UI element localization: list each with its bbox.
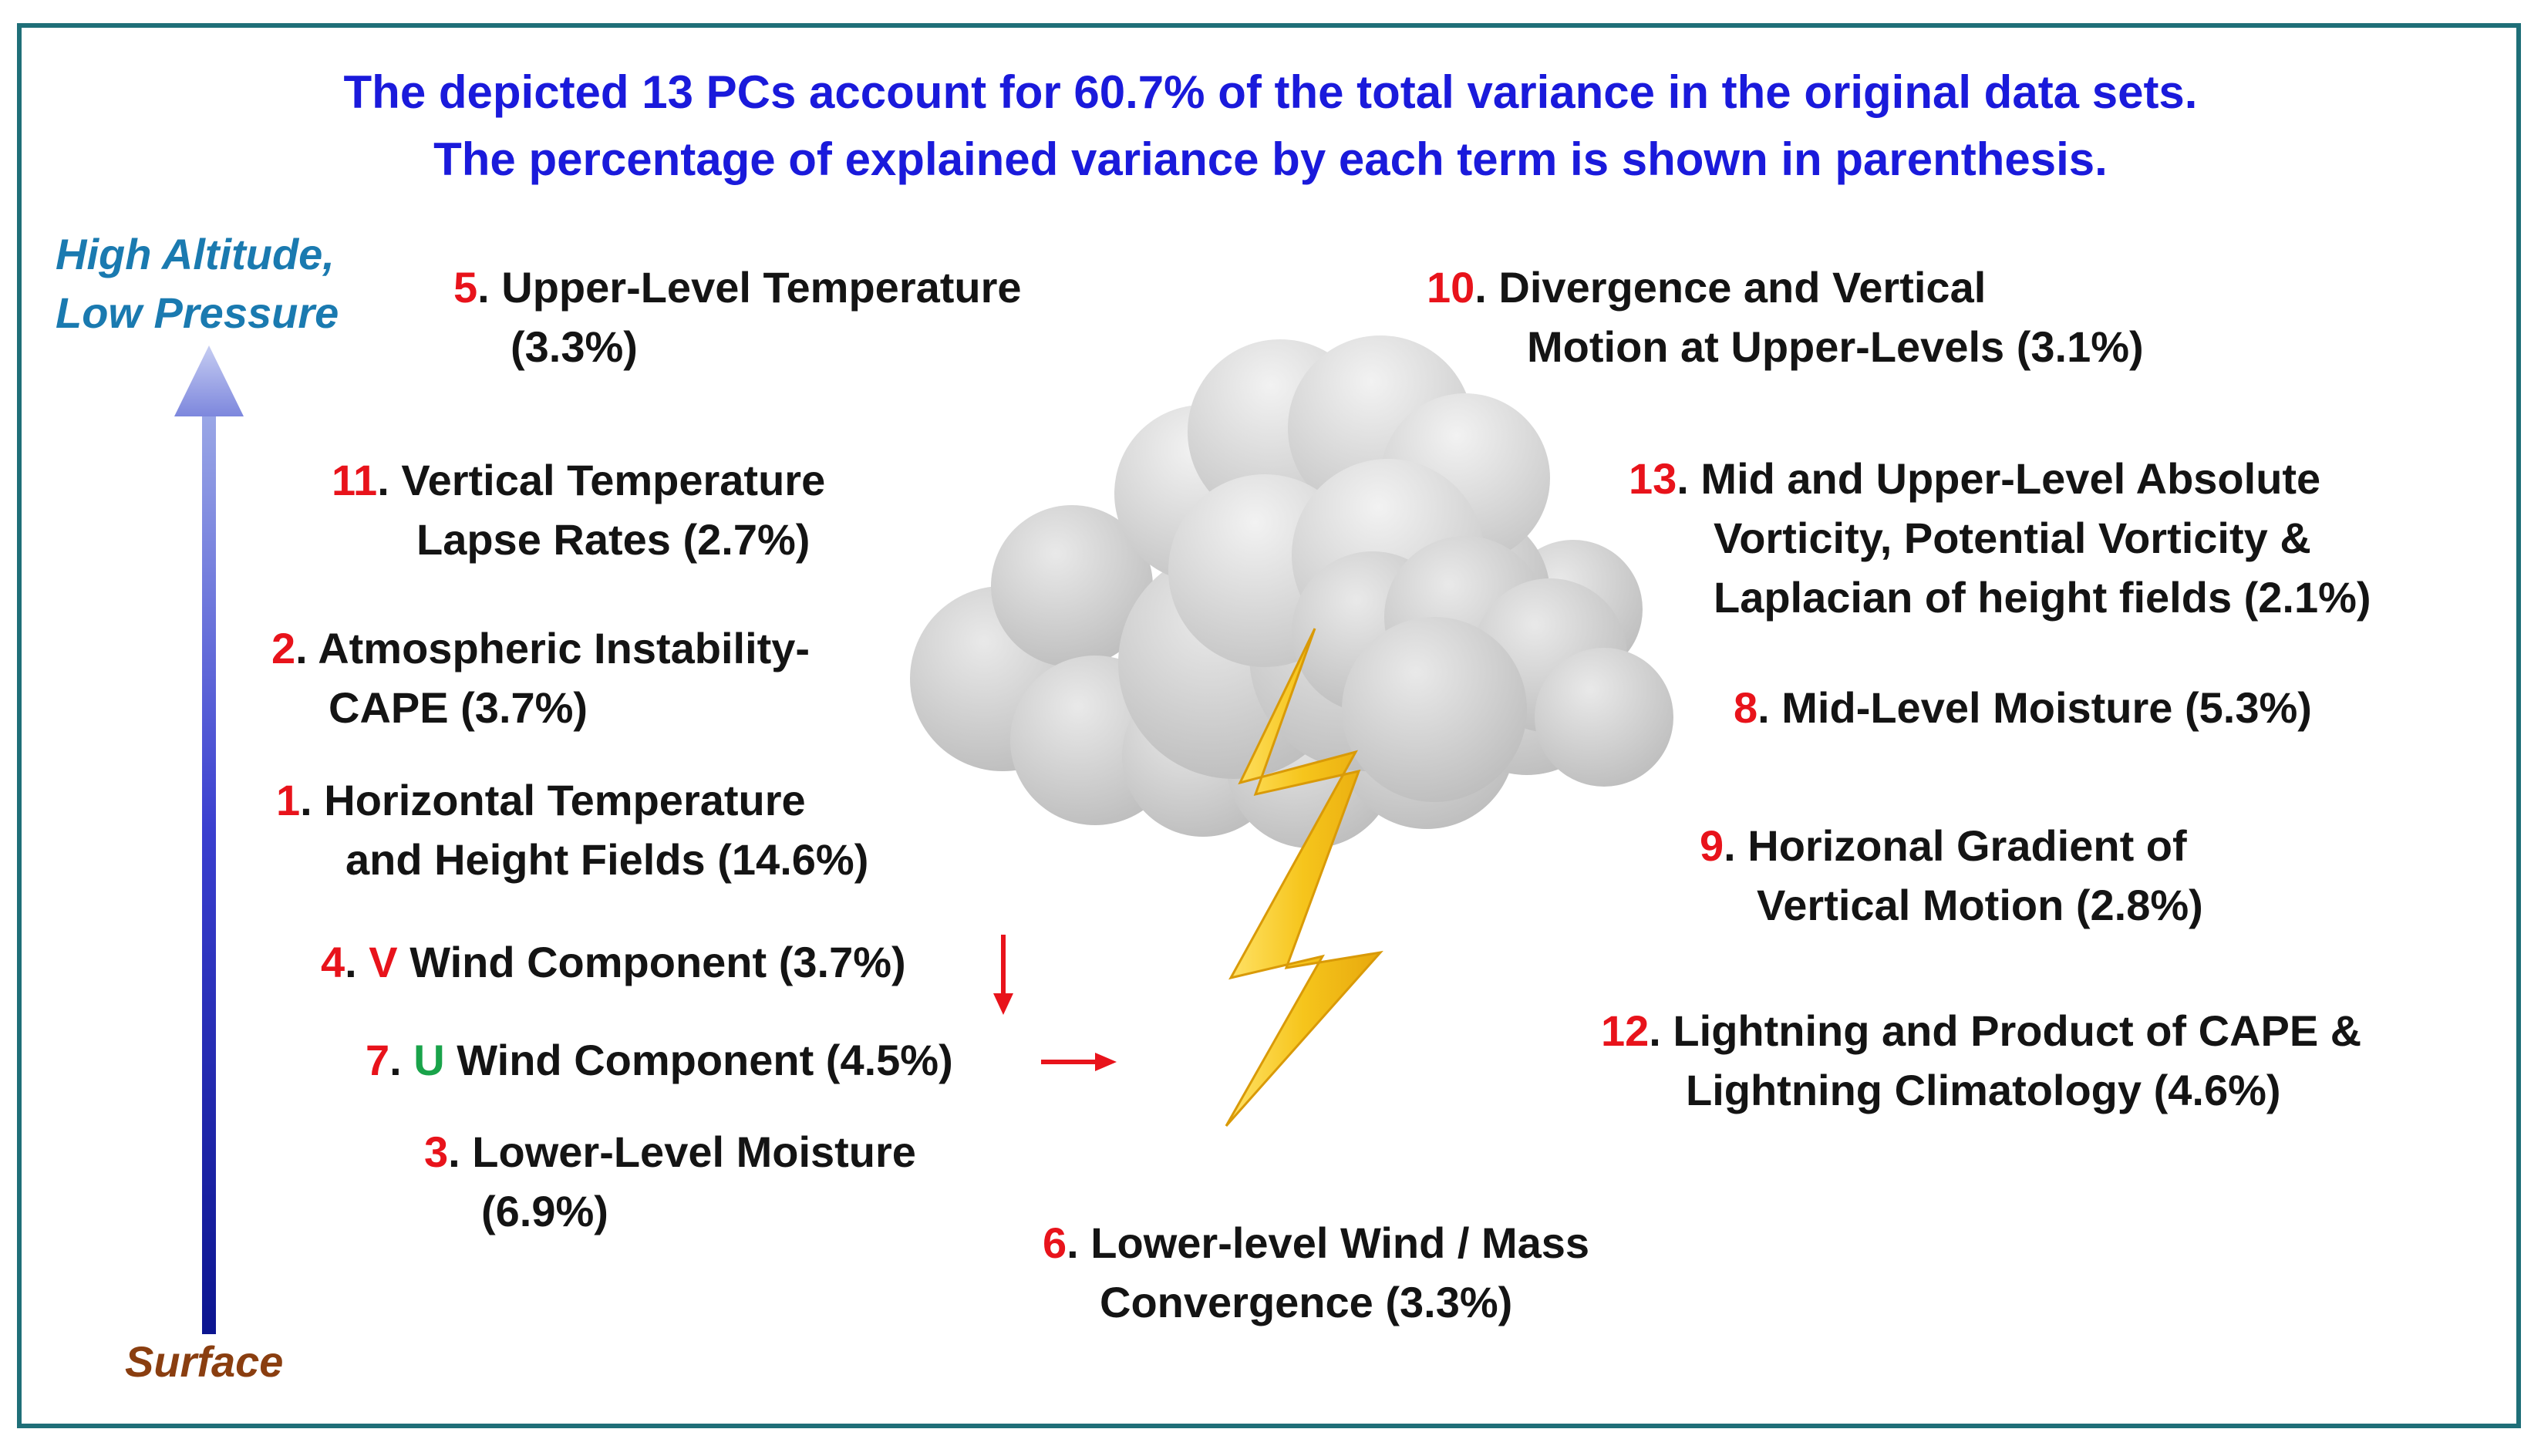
term-text: CAPE (3.7%) xyxy=(329,683,588,732)
term-separator: . xyxy=(477,263,502,312)
term-separator: . xyxy=(300,776,325,824)
term-separator: . xyxy=(1757,683,1782,732)
term-number: 8 xyxy=(1734,683,1758,732)
term-number: 2 xyxy=(271,624,296,672)
term-text: Atmospheric Instability- xyxy=(318,624,810,672)
term-text: Vorticity, Potential Vorticity & xyxy=(1714,514,2311,562)
altitude-arrow-icon xyxy=(174,345,244,1334)
term-text: Convergence (3.3%) xyxy=(1100,1278,1513,1326)
term-text: Divergence and Vertical xyxy=(1498,263,1987,312)
axis-bottom-label: Surface xyxy=(125,1337,284,1386)
term-separator: . xyxy=(448,1127,473,1176)
term-separator: . xyxy=(1649,1006,1673,1055)
term-number: 7 xyxy=(366,1036,390,1084)
term-separator: . xyxy=(1724,821,1748,870)
term-text: Mid and Upper-Level Absolute xyxy=(1700,454,2321,503)
term-text: Vertical Motion (2.8%) xyxy=(1757,881,2203,929)
term-letter: U xyxy=(413,1036,445,1084)
term-separator: . xyxy=(1067,1218,1091,1267)
term-text: Horizonal Gradient of xyxy=(1747,821,2187,870)
term-number: 5 xyxy=(453,263,478,312)
term-text: Lower-Level Moisture xyxy=(472,1127,916,1176)
term-text: Laplacian of height fields (2.1%) xyxy=(1714,573,2371,622)
header-line-2: The percentage of explained variance by … xyxy=(433,133,2108,185)
term-number: 4 xyxy=(321,938,345,986)
term-number: 11 xyxy=(332,456,378,504)
term-9: 9. Horizonal Gradient of Vertical Motion… xyxy=(1700,816,2203,935)
term-separator: . xyxy=(377,456,402,504)
term-separator: . xyxy=(1677,454,1701,503)
term-6: 6. Lower-level Wind / Mass Convergence (… xyxy=(1043,1213,1589,1332)
term-number: 9 xyxy=(1700,821,1724,870)
term-number: 3 xyxy=(424,1127,449,1176)
header-line-1: The depicted 13 PCs account for 60.7% of… xyxy=(343,66,2198,118)
term-text: Wind Component (3.7%) xyxy=(397,938,906,986)
term-letter: V xyxy=(369,938,398,986)
term-text: Wind Component (4.5%) xyxy=(444,1036,953,1084)
storm-cloud-icon xyxy=(910,335,1673,848)
term-text: Motion at Upper-Levels (3.1%) xyxy=(1527,322,2144,371)
term-10: 10. Divergence and Vertical Motion at Up… xyxy=(1427,258,2144,376)
term-11: 11. Vertical Temperature Lapse Rates (2.… xyxy=(332,450,825,569)
axis-top-label-2: Low Pressure xyxy=(56,288,339,337)
term-text: Vertical Temperature xyxy=(401,456,826,504)
term-number: 1 xyxy=(276,776,301,824)
term-number: 12 xyxy=(1601,1006,1650,1055)
term-separator: . xyxy=(295,624,318,672)
term-7: 7. U Wind Component (4.5%) xyxy=(366,1030,953,1090)
term-text: and Height Fields (14.6%) xyxy=(345,835,869,884)
term-text: (6.9%) xyxy=(481,1187,608,1235)
term-separator: . xyxy=(345,938,369,986)
term-text: Lapse Rates (2.7%) xyxy=(416,515,810,564)
term-12: 12. Lightning and Product of CAPE & Ligh… xyxy=(1601,1001,2361,1120)
term-1: 1. Horizontal Temperature and Height Fie… xyxy=(276,770,868,889)
term-2: 2. Atmospheric Instability- CAPE (3.7%) xyxy=(271,618,810,737)
term-number: 13 xyxy=(1629,454,1677,503)
term-text: Lightning and Product of CAPE & xyxy=(1673,1006,2362,1055)
term-number: 10 xyxy=(1427,263,1475,312)
u-wind-arrow-icon xyxy=(1041,1053,1117,1071)
term-3: 3. Lower-Level Moisture (6.9%) xyxy=(424,1122,916,1241)
axis-top-label-1: High Altitude, xyxy=(56,230,335,278)
term-text: Upper-Level Temperature xyxy=(501,263,1022,312)
term-text: Lower-level Wind / Mass xyxy=(1090,1218,1590,1267)
term-13: 13. Mid and Upper-Level Absolute Vortici… xyxy=(1629,449,2371,627)
term-4: 4. V Wind Component (3.7%) xyxy=(321,932,906,992)
term-separator: . xyxy=(1474,263,1499,312)
term-text: Horizontal Temperature xyxy=(324,776,806,824)
term-text: Mid-Level Moisture (5.3%) xyxy=(1781,683,2312,732)
term-text: (3.3%) xyxy=(511,322,638,371)
term-separator: . xyxy=(389,1036,414,1084)
term-text: Lightning Climatology (4.6%) xyxy=(1686,1066,2281,1114)
term-number: 6 xyxy=(1043,1218,1067,1267)
term-5: 5. Upper-Level Temperature (3.3%) xyxy=(453,258,1022,376)
v-wind-arrow-icon xyxy=(993,935,1013,1015)
lightning-bolt-icon xyxy=(1225,628,1383,1127)
term-8: 8. Mid-Level Moisture (5.3%) xyxy=(1734,678,2312,737)
